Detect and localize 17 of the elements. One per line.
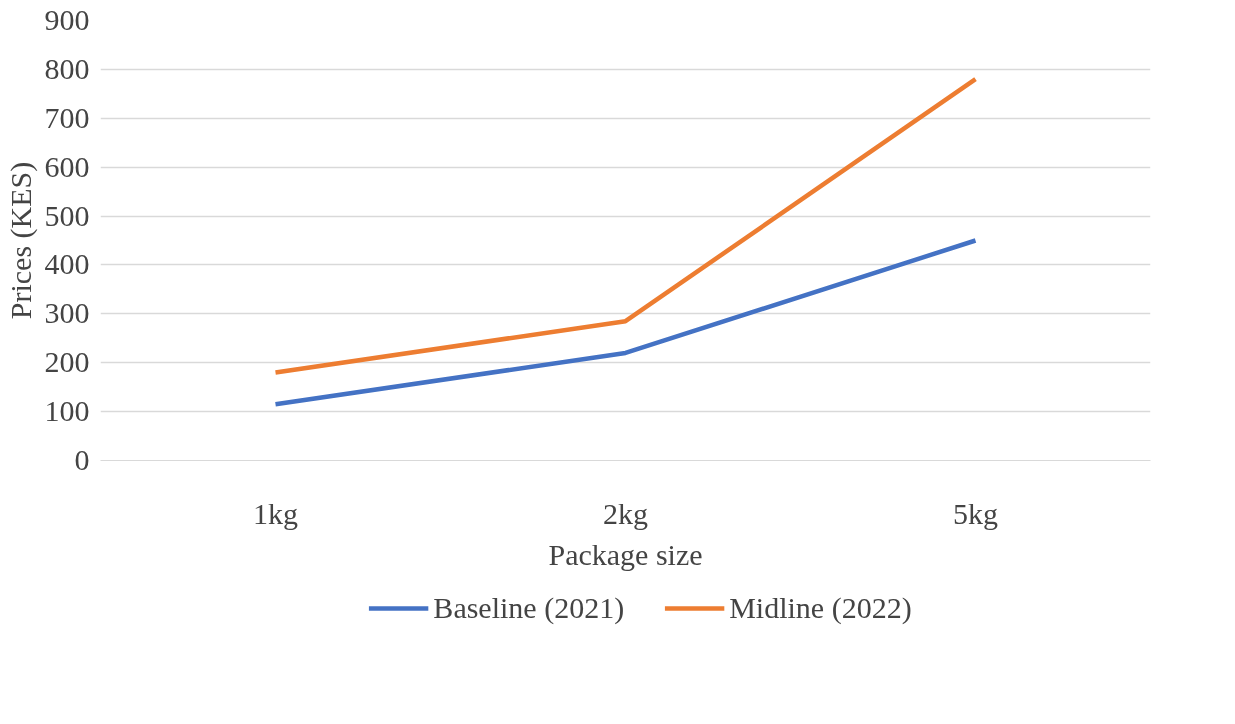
y-tick-label: 300	[44, 296, 90, 330]
x-axis-title: Package size	[548, 537, 703, 571]
x-tick-label: 2kg	[603, 496, 648, 530]
y-tick-label: 700	[44, 100, 90, 134]
legend-label: Midline (2022)	[729, 591, 912, 625]
y-tick-label: 200	[44, 345, 90, 379]
x-tick-label: 1kg	[253, 496, 298, 530]
x-tick-label: 5kg	[953, 496, 998, 530]
y-tick-label: 0	[74, 443, 90, 476]
y-tick-label: 100	[44, 394, 90, 428]
legend-label: Baseline (2021)	[433, 591, 625, 625]
y-tick-label: 800	[44, 51, 90, 85]
y-axis-title: Prices (KES)	[3, 161, 38, 320]
y-tick-label: 600	[44, 149, 90, 183]
y-tick-label: 500	[44, 198, 90, 232]
y-tick-label: 900	[44, 3, 90, 36]
y-tick-label: 400	[44, 247, 90, 281]
